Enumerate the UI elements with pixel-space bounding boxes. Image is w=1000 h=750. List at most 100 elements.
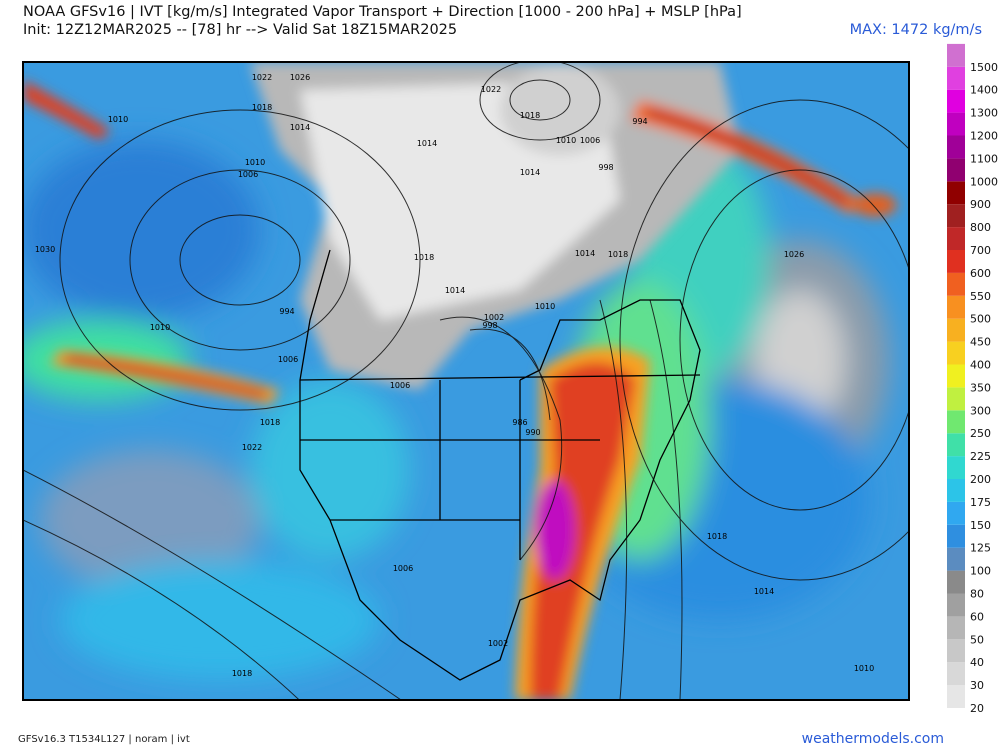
pressure-label: 1014 (290, 123, 310, 132)
colorbar-label: 60 (970, 610, 984, 623)
colorbar-label: 150 (970, 519, 991, 532)
pressure-label: 1010 (556, 136, 576, 145)
colorbar-segment (947, 593, 965, 617)
pressure-label: 1002 (488, 639, 508, 648)
colorbar-label: 550 (970, 290, 991, 303)
pressure-label: 1010 (245, 158, 265, 167)
colorbar-segment (947, 410, 965, 434)
colorbar-label: 600 (970, 267, 991, 280)
pressure-label: 994 (279, 307, 294, 316)
colorbar-label: 450 (970, 336, 991, 349)
colorbar-segment (947, 524, 965, 548)
pressure-label: 1006 (238, 170, 258, 179)
colorbar-label: 900 (970, 198, 991, 211)
pressure-label: 1014 (445, 286, 465, 295)
site-credit: weathermodels.com (801, 731, 944, 747)
colorbar-segment (947, 227, 965, 250)
pressure-label: 1018 (414, 253, 434, 262)
pressure-label: 1014 (520, 168, 540, 177)
pressure-label: 1022 (242, 443, 262, 452)
colorbar-label: 80 (970, 588, 984, 601)
pressure-label: 994 (632, 117, 647, 126)
colorbar-label: 300 (970, 404, 991, 417)
colorbar-segment (947, 89, 965, 113)
colorbar-segment (947, 295, 965, 319)
colorbar-label: 350 (970, 381, 991, 394)
colorbar-segment (947, 204, 965, 228)
colorbar-segment (947, 43, 965, 67)
pressure-label: 1010 (150, 323, 170, 332)
pressure-label: 1018 (232, 669, 252, 678)
pressure-label: 998 (598, 163, 613, 172)
colorbar-segment (947, 570, 965, 594)
colorbar-label: 1400 (970, 84, 998, 97)
colorbar-label: 100 (970, 565, 991, 578)
colorbar-segment (947, 135, 965, 159)
model-info: GFSv16.3 T1534L127 | noram | ivt (18, 734, 190, 745)
colorbar-label: 1200 (970, 130, 998, 143)
pressure-label: 1026 (784, 250, 804, 259)
colorbar-segment (947, 181, 965, 205)
pressure-label: 1010 (535, 302, 555, 311)
colorbar-label: 250 (970, 427, 991, 440)
colorbar-label: 1500 (970, 61, 998, 74)
pressure-label: 1006 (393, 564, 413, 573)
colorbar-label: 700 (970, 244, 991, 257)
pressure-label: 1014 (754, 587, 774, 596)
colorbar-label: 200 (970, 473, 991, 486)
colorbar-label: 800 (970, 221, 991, 234)
pressure-label: 990 (525, 428, 540, 437)
colorbar-label: 175 (970, 496, 991, 509)
colorbar-segment (947, 685, 965, 708)
colorbar-segment (947, 250, 965, 273)
pressure-label: 1018 (252, 103, 272, 112)
colorbar-segment (947, 662, 965, 686)
colorbar-segment (947, 547, 965, 571)
pressure-label: 1018 (520, 111, 540, 120)
init-line: Init: 12Z12MAR2025 -- [78] hr --> Valid … (23, 22, 458, 38)
max-label: MAX: 1472 kg/m/s (849, 22, 982, 38)
pressure-label: 998 (482, 321, 497, 330)
pressure-label: 1026 (290, 73, 310, 82)
colorbar-segment (947, 639, 965, 663)
colorbar-label: 400 (970, 359, 991, 372)
colorbar-label: 125 (970, 542, 991, 555)
colorbar-label: 225 (970, 450, 991, 463)
pressure-label: 1022 (481, 85, 501, 94)
title: NOAA GFSv16 | IVT [kg/m/s] Integrated Va… (23, 4, 742, 20)
pressure-label: 986 (512, 418, 527, 427)
pressure-label: 1010 (108, 115, 128, 124)
colorbar-label: 30 (970, 679, 984, 692)
map-frame (22, 61, 910, 701)
colorbar-label: 20 (970, 702, 984, 715)
colorbar-segment (947, 112, 965, 136)
colorbar-label: 1100 (970, 152, 998, 165)
pressure-label: 1006 (278, 355, 298, 364)
colorbar-segment (947, 616, 965, 640)
colorbar-label: 1000 (970, 175, 998, 188)
pressure-label: 1006 (580, 136, 600, 145)
colorbar-label: 1300 (970, 107, 998, 120)
colorbar-label: 40 (970, 656, 984, 669)
pressure-label: 1006 (390, 381, 410, 390)
pressure-label: 1014 (575, 249, 595, 258)
pressure-label: 1018 (707, 532, 727, 541)
colorbar-segment (947, 272, 965, 296)
pressure-label: 1030 (35, 245, 55, 254)
colorbar-segment (947, 433, 965, 457)
colorbar-segment (947, 364, 965, 388)
pressure-label: 1018 (608, 250, 628, 259)
pressure-label: 1022 (252, 73, 272, 82)
colorbar: 20 30 40 50 60 80 100 125 150 175 200 225 250 300 350 4… (947, 43, 998, 715)
colorbar-label: 500 (970, 313, 991, 326)
pressure-label: 1002 (484, 313, 504, 322)
colorbar-segment (947, 456, 965, 479)
pressure-label: 1010 (854, 664, 874, 673)
pressure-labels: 1022 1026 1018 1014 1010 1006 1010 1030 994 1010 1… (35, 73, 874, 678)
colorbar-segment (947, 66, 965, 90)
colorbar-label: 50 (970, 633, 984, 646)
colorbar-segment (947, 387, 965, 411)
pressure-label: 1018 (260, 418, 280, 427)
